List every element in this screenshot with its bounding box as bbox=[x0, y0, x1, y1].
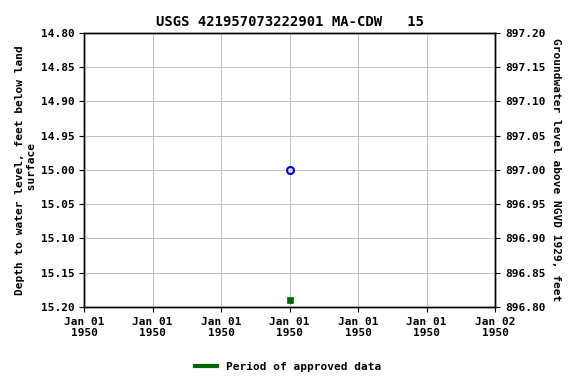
Legend: Period of approved data: Period of approved data bbox=[191, 358, 385, 377]
Y-axis label: Depth to water level, feet below land
 surface: Depth to water level, feet below land su… bbox=[15, 45, 37, 295]
Title: USGS 421957073222901 MA-CDW   15: USGS 421957073222901 MA-CDW 15 bbox=[156, 15, 424, 29]
Y-axis label: Groundwater level above NGVD 1929, feet: Groundwater level above NGVD 1929, feet bbox=[551, 38, 561, 301]
